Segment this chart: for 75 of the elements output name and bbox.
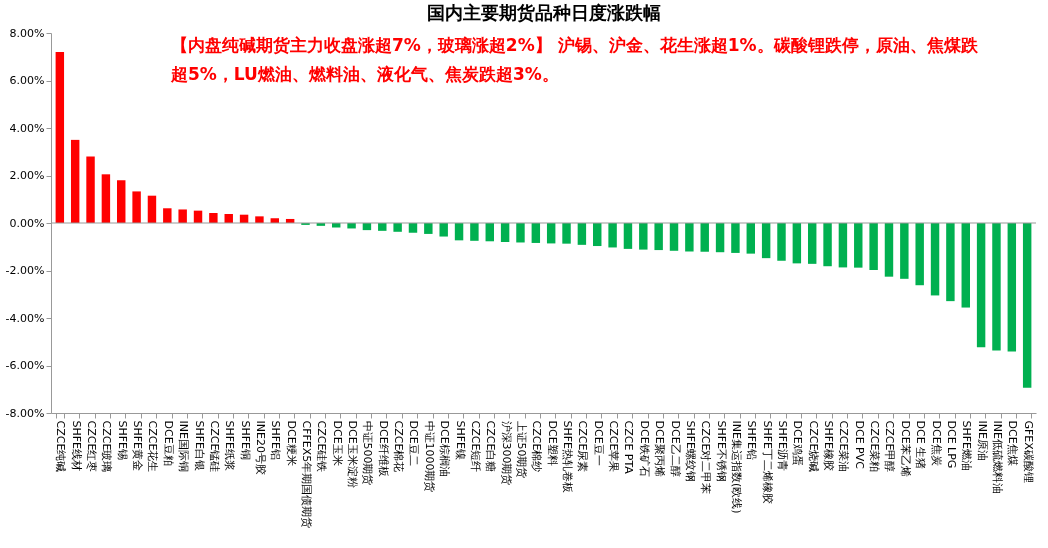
chart-title: 国内主要期货品种日度涨跌幅 [426, 2, 661, 23]
x-tick-label: DCE塑料 [545, 420, 559, 466]
x-tick-label: DCE聚丙烯 [653, 420, 667, 477]
x-tick-label: DCE苯乙烯 [898, 420, 912, 477]
x-tick-label: SHFE热轧卷板 [561, 420, 575, 494]
x-tick-label: DCE乙二醇 [668, 420, 682, 477]
x-tick-label: SHFE黄金 [131, 420, 145, 472]
x-tick-label: 中证1000期货 [422, 420, 436, 493]
x-tick-label: SHFE铅 [745, 420, 759, 461]
x-tick-label: CZCE棉花 [392, 420, 406, 473]
x-tick-label: SHFE纸浆 [223, 420, 237, 472]
x-tick-label: DCE焦炭 [929, 420, 943, 466]
x-tick-label: CZCE烧碱 [806, 420, 820, 473]
x-tick-label: CZCE纯碱 [54, 420, 68, 473]
x-tick-label: CZCE尿素 [576, 420, 590, 473]
x-tick-label: DCE粳米 [284, 420, 298, 466]
x-tick-label: DCE 生猪 [914, 420, 928, 470]
x-tick-label: INE20号胶 [253, 420, 267, 475]
x-tick-label: DCE豆二 [407, 420, 421, 466]
x-tick-label: DCE纤维板 [376, 420, 390, 477]
y-tick-label: 2.00% [9, 169, 45, 182]
x-tick-label: CZCE红枣 [85, 420, 99, 473]
x-tick-label: SHFE白银 [192, 420, 206, 472]
x-tick-label: SHFE铜 [238, 420, 252, 461]
x-tick-label: SHFE沥青 [776, 420, 789, 472]
x-tick-label: CZCE花生 [146, 420, 160, 473]
x-tick-label: CFFEX5年期国债期货 [300, 420, 313, 529]
x-tick-label: CZCE短纤 [468, 420, 482, 473]
x-tick-label: SHFE燃油 [960, 420, 974, 472]
y-tick-label: -2.00% [5, 264, 45, 277]
x-tick-label: SHFE锡 [115, 420, 129, 461]
x-tick-label: SHFE螺纹钢 [683, 420, 697, 483]
x-tick-label: SHFE丁二烯橡胶 [760, 420, 774, 505]
x-tick-label: CZCE甲醇 [883, 420, 897, 473]
x-tick-label: INE集运指数(欧线) [729, 420, 743, 514]
x-tick-label: 中证500期货 [361, 420, 375, 486]
x-tick-label: 上证50期货 [514, 420, 528, 479]
x-tick-label: DCE豆粕 [161, 420, 175, 466]
x-tick-label: DCE玉米淀粉 [346, 420, 360, 488]
x-tick-label: SHFE线材 [69, 420, 83, 472]
x-tick-label: DCE LPG [944, 420, 958, 469]
x-tick-label: INE低硫燃料油 [990, 420, 1004, 494]
y-tick-label: -8.00% [5, 406, 45, 420]
x-tick-label: DCE玉米 [330, 420, 344, 466]
x-tick-label: SHFE铝 [269, 420, 283, 461]
x-tick-label: CZCE PTA [622, 420, 636, 475]
x-tick-label: CZCE菜油 [837, 420, 851, 473]
x-tick-label: CZCE对二甲苯 [699, 420, 713, 495]
x-tick-label: SHFE镍 [453, 420, 467, 461]
x-tick-label: INE原油 [975, 420, 989, 461]
y-tick-label: 4.00% [9, 121, 45, 135]
x-tick-label: CZCE锰硅 [207, 420, 221, 473]
x-tick-label: CZCE玻璃 [100, 420, 114, 473]
y-tick-label: 8.00% [9, 26, 45, 40]
x-tick-label: INE国际铜 [177, 420, 191, 472]
x-tick-label: DCE棕榈油 [438, 420, 452, 477]
x-tick-label: CZCE苹果 [607, 420, 621, 473]
x-tick-label: CZCE菜粕 [868, 420, 882, 473]
x-tick-label: SHFE橡胶 [822, 420, 836, 472]
x-tick-label: DCE鸡蛋 [791, 420, 805, 466]
x-tick-label: DCE豆一 [591, 420, 605, 466]
x-tick-label: DCE铁矿石 [637, 420, 651, 477]
x-tick-label: DCE PVC [852, 420, 866, 470]
x-tick-label: CZCE棉纱 [530, 420, 544, 473]
annotation: 【内盘纯碱期货主力收盘涨超7%，玻璃涨超2%】 沪锡、沪金、花生涨超1%。碳酸锂跌停，原油、焦煤跌超5%，LU燃油、燃料油、液化气、焦炭跌超3%。 [170, 35, 979, 84]
x-tick-label: 沪深300期货 [499, 420, 513, 486]
x-tick-label: DCE焦煤 [1006, 420, 1020, 466]
x-tick-label: CZCE硅铁 [315, 420, 329, 473]
y-tick-label: -4.00% [5, 311, 45, 325]
x-tick-label: GFEX碳酸锂 [1021, 420, 1035, 483]
x-tick-label: CZCE白糖 [484, 420, 498, 473]
y-tick-label: 0.00% [9, 216, 45, 230]
y-tick-label: 6.00% [9, 74, 45, 87]
x-tick-label: SHFE不锈钢 [714, 420, 728, 483]
y-tick-label: -6.00% [5, 359, 45, 372]
